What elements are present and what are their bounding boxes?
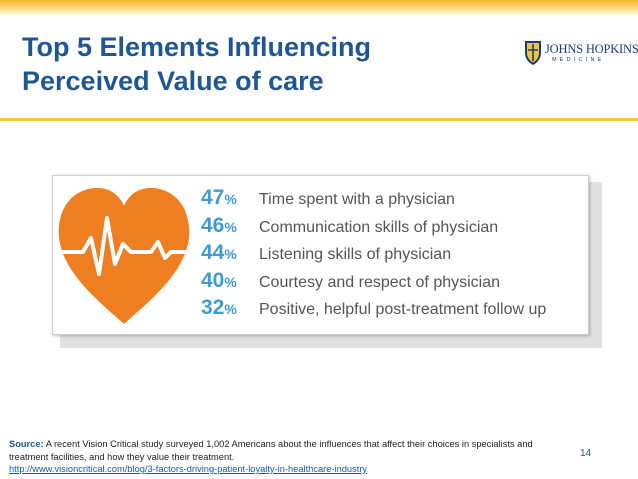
source-label: Source:: [9, 439, 44, 449]
stat-label: Communication skills of physician: [259, 218, 499, 236]
logo-name: JOHNS HOPKINS: [545, 42, 638, 56]
johns-hopkins-shield-icon: [525, 41, 541, 65]
stat-percent: 46%: [201, 213, 237, 237]
source-link[interactable]: http://www.visioncritical.com/blog/3-fac…: [9, 464, 368, 474]
stat-percent: 40%: [201, 268, 237, 292]
source-note: Source: A recent Vision Critical study s…: [9, 438, 569, 464]
title-divider: [0, 118, 638, 121]
stat-row: 46% Communication skills of physician: [201, 214, 585, 242]
stat-percent: 44%: [201, 241, 237, 265]
stat-row: 44% Listening skills of physician: [201, 241, 585, 269]
stat-label: Listening skills of physician: [259, 246, 452, 264]
source-text: A recent Vision Critical study surveyed …: [9, 439, 533, 462]
stat-percent: 47%: [201, 186, 237, 209]
heart-heartbeat-icon: [58, 188, 190, 324]
stat-label: Time spent with a physician: [259, 191, 455, 208]
stats-list: 47% Time spent with a physician 46% Comm…: [201, 186, 585, 324]
stat-label: Positive, helpful post-treatment follow …: [259, 301, 547, 319]
top-accent-bar: [0, 0, 638, 14]
stats-card: 47% Time spent with a physician 46% Comm…: [52, 175, 589, 335]
stat-row: 32% Positive, helpful post-treatment fol…: [201, 296, 585, 324]
page-number: 14: [580, 448, 592, 459]
stat-row: 47% Time spent with a physician: [201, 186, 585, 214]
stat-label: Courtesy and respect of physician: [259, 273, 501, 291]
slide-title-line-2: Perceived Value of care: [22, 66, 324, 96]
stat-row: 40% Courtesy and respect of physician: [201, 269, 585, 297]
stat-percent: 32%: [201, 296, 237, 320]
slide-title: Top 5 Elements Influencing Perceived Val…: [22, 30, 492, 98]
johns-hopkins-logo: JOHNS HOPKINS MEDICINE: [524, 40, 638, 68]
logo-subtitle: MEDICINE: [552, 57, 605, 63]
slide-title-line-1: Top 5 Elements Influencing: [22, 32, 372, 62]
